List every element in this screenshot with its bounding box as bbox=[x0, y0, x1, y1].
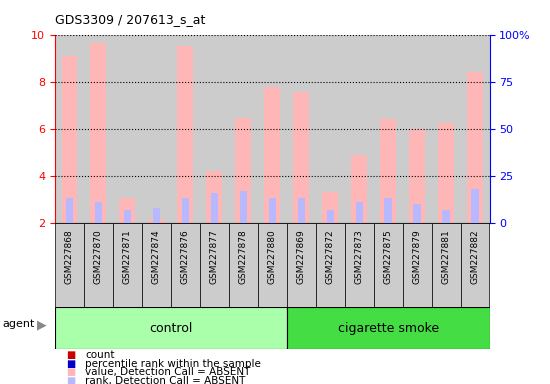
Bar bbox=[409, 129, 425, 223]
Text: ■: ■ bbox=[66, 376, 75, 384]
Bar bbox=[171, 35, 200, 223]
Bar bbox=[229, 35, 258, 223]
Text: GSM227869: GSM227869 bbox=[296, 230, 306, 284]
Text: GSM227875: GSM227875 bbox=[383, 230, 393, 284]
Bar bbox=[327, 210, 334, 223]
Bar bbox=[142, 35, 171, 223]
Bar bbox=[345, 35, 373, 223]
Text: GSM227872: GSM227872 bbox=[326, 230, 335, 284]
Bar bbox=[113, 223, 142, 307]
Bar bbox=[95, 202, 102, 223]
Text: rank, Detection Call = ABSENT: rank, Detection Call = ABSENT bbox=[85, 376, 246, 384]
Bar bbox=[287, 35, 316, 223]
Bar bbox=[298, 198, 305, 223]
Bar bbox=[153, 208, 160, 223]
Text: GSM227877: GSM227877 bbox=[210, 230, 219, 284]
Text: count: count bbox=[85, 350, 115, 360]
Bar bbox=[293, 92, 309, 223]
Text: value, Detection Call = ABSENT: value, Detection Call = ABSENT bbox=[85, 367, 251, 377]
Bar bbox=[240, 191, 247, 223]
Text: control: control bbox=[149, 322, 192, 335]
Text: GSM227873: GSM227873 bbox=[355, 230, 364, 284]
Bar bbox=[287, 223, 316, 307]
Text: GSM227882: GSM227882 bbox=[470, 230, 480, 284]
Bar bbox=[460, 35, 490, 223]
Text: ■: ■ bbox=[66, 350, 75, 360]
Text: GSM227871: GSM227871 bbox=[123, 230, 132, 284]
Bar bbox=[148, 219, 164, 223]
Bar bbox=[62, 56, 78, 223]
Bar bbox=[55, 307, 287, 349]
Text: GSM227876: GSM227876 bbox=[181, 230, 190, 284]
Bar bbox=[84, 35, 113, 223]
Bar bbox=[206, 171, 222, 223]
Bar bbox=[178, 46, 193, 223]
Bar bbox=[403, 223, 432, 307]
Bar bbox=[316, 35, 345, 223]
Bar bbox=[467, 72, 483, 223]
Text: ■: ■ bbox=[66, 367, 75, 377]
Bar bbox=[119, 198, 135, 223]
Bar bbox=[442, 210, 450, 223]
Bar bbox=[384, 198, 392, 223]
Text: GSM227880: GSM227880 bbox=[268, 230, 277, 284]
Text: GSM227878: GSM227878 bbox=[239, 230, 248, 284]
Bar bbox=[373, 223, 403, 307]
Text: GSM227879: GSM227879 bbox=[412, 230, 422, 284]
Bar bbox=[258, 35, 287, 223]
Bar bbox=[211, 193, 218, 223]
Bar bbox=[460, 223, 490, 307]
Bar bbox=[345, 223, 373, 307]
Bar bbox=[471, 189, 478, 223]
Bar bbox=[268, 198, 276, 223]
Bar bbox=[380, 119, 396, 223]
Text: ■: ■ bbox=[66, 359, 75, 369]
Bar bbox=[265, 88, 280, 223]
Bar bbox=[322, 192, 338, 223]
Bar bbox=[432, 223, 460, 307]
Bar bbox=[84, 223, 113, 307]
Text: agent: agent bbox=[3, 319, 35, 329]
Bar bbox=[403, 35, 432, 223]
Bar bbox=[229, 223, 258, 307]
Bar bbox=[351, 154, 367, 223]
Bar bbox=[316, 223, 345, 307]
Bar bbox=[373, 35, 403, 223]
Bar bbox=[200, 35, 229, 223]
Bar bbox=[124, 210, 131, 223]
Bar bbox=[113, 35, 142, 223]
Text: GSM227868: GSM227868 bbox=[65, 230, 74, 284]
Bar bbox=[182, 198, 189, 223]
Bar bbox=[355, 202, 363, 223]
Bar bbox=[142, 223, 171, 307]
Text: cigarette smoke: cigarette smoke bbox=[338, 322, 439, 335]
Bar bbox=[438, 123, 454, 223]
Bar bbox=[287, 307, 490, 349]
Bar bbox=[200, 223, 229, 307]
Text: percentile rank within the sample: percentile rank within the sample bbox=[85, 359, 261, 369]
Text: GSM227870: GSM227870 bbox=[94, 230, 103, 284]
Bar bbox=[235, 118, 251, 223]
Bar bbox=[258, 223, 287, 307]
Text: ▶: ▶ bbox=[37, 318, 47, 331]
Bar bbox=[432, 35, 460, 223]
Bar bbox=[414, 204, 421, 223]
Text: GDS3309 / 207613_s_at: GDS3309 / 207613_s_at bbox=[55, 13, 205, 26]
Bar bbox=[66, 198, 73, 223]
Bar bbox=[91, 43, 106, 223]
Text: GSM227881: GSM227881 bbox=[442, 230, 450, 284]
Text: GSM227874: GSM227874 bbox=[152, 230, 161, 284]
Bar bbox=[55, 35, 84, 223]
Bar bbox=[55, 223, 84, 307]
Bar bbox=[171, 223, 200, 307]
